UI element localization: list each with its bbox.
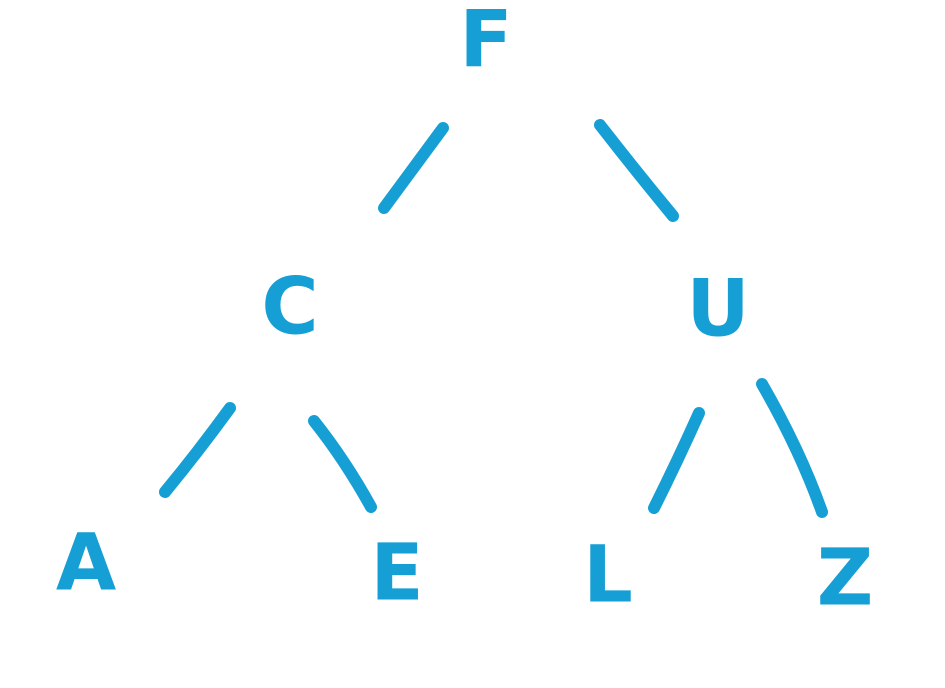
edge-c-a	[159, 402, 236, 498]
node-l: L	[583, 530, 633, 620]
node-u: U	[686, 264, 749, 354]
node-a: A	[56, 518, 116, 608]
node-z: Z	[817, 533, 874, 623]
edge-f-c	[378, 122, 449, 214]
tree-edges	[159, 119, 828, 518]
edge-c-e	[308, 415, 377, 513]
tree-nodes: F C U A E L Z	[56, 0, 873, 623]
node-f: F	[459, 0, 512, 85]
node-e: E	[370, 528, 423, 618]
edge-u-l	[648, 407, 705, 514]
edge-f-u	[594, 119, 679, 222]
edge-u-z	[756, 378, 828, 518]
node-c: C	[261, 262, 318, 352]
